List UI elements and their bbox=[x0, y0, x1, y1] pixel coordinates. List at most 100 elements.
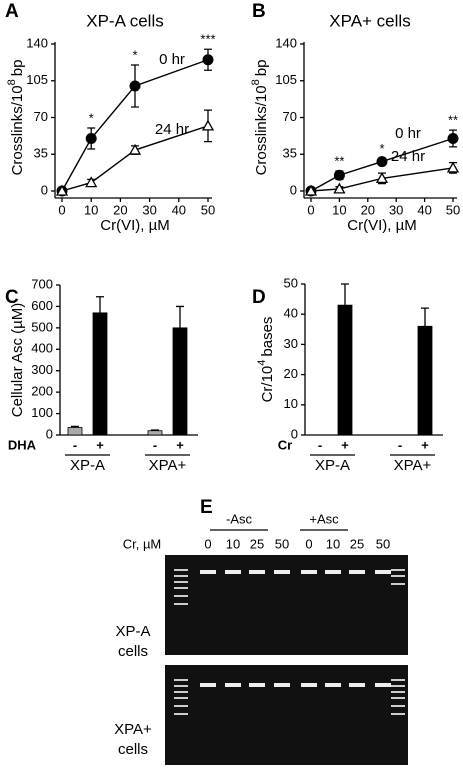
marker bbox=[375, 172, 389, 184]
series-label: 24 hr bbox=[391, 148, 425, 165]
ladder-band bbox=[174, 581, 188, 583]
y-tick-label: 20 bbox=[284, 366, 298, 381]
dose-label: Cr, µM bbox=[123, 536, 162, 551]
x-tick-label: 0 bbox=[307, 202, 314, 217]
series-label: 0 hr bbox=[395, 125, 421, 142]
row-label: cells bbox=[118, 643, 148, 660]
y-axis-label: Crosslinks/108 bp bbox=[250, 60, 270, 176]
marker bbox=[376, 156, 388, 168]
ladder-band bbox=[174, 595, 188, 597]
y-label-part: 8 bbox=[6, 79, 18, 85]
bar bbox=[92, 312, 108, 436]
y-label-part: Crosslinks/10 bbox=[253, 85, 270, 175]
ladder-band bbox=[391, 569, 405, 571]
dna-band bbox=[200, 570, 216, 574]
dna-band bbox=[325, 683, 341, 687]
ladder-band bbox=[391, 583, 405, 585]
x-tick-label: - bbox=[73, 437, 77, 452]
y-axis-label: Crosslinks/108 bp bbox=[6, 60, 26, 176]
y-label-part: Cellular Asc (µM) bbox=[9, 303, 26, 418]
dna-band bbox=[301, 570, 317, 574]
marker bbox=[333, 169, 345, 181]
marker bbox=[129, 80, 141, 92]
y-tick-label: 200 bbox=[31, 384, 53, 399]
marker bbox=[85, 176, 98, 188]
ladder-band bbox=[174, 705, 188, 707]
lane-label: 10 bbox=[226, 536, 240, 551]
series-line bbox=[61, 125, 209, 192]
ladder-band bbox=[174, 713, 188, 715]
bar bbox=[337, 304, 353, 436]
lane-label: 50 bbox=[376, 536, 390, 551]
condition-label: -Asc bbox=[226, 511, 253, 526]
ladder-band bbox=[174, 575, 188, 577]
row-label: cells bbox=[118, 741, 148, 758]
x-tick-label: 10 bbox=[84, 202, 98, 217]
ladder-band bbox=[174, 691, 188, 693]
ladder-band bbox=[174, 603, 188, 605]
x-tick-label: 30 bbox=[142, 202, 156, 217]
y-tick-label: 35 bbox=[283, 146, 297, 161]
ladder-band bbox=[174, 697, 188, 699]
dna-band bbox=[274, 570, 290, 574]
error-bar bbox=[176, 305, 184, 328]
y-label-part: bases bbox=[259, 317, 276, 357]
y-tick-label: 500 bbox=[31, 319, 53, 334]
y-label-part: Cr/10 bbox=[259, 366, 276, 403]
x-axis-label: Cr(VI), µM bbox=[347, 217, 416, 234]
lane-label: 25 bbox=[250, 536, 264, 551]
panel-title: XPA+ cells bbox=[329, 11, 410, 30]
ladder-band bbox=[391, 679, 405, 681]
x-tick-label: 50 bbox=[201, 202, 215, 217]
x-tick-label: + bbox=[176, 437, 184, 452]
y-label-part: Crosslinks/10 bbox=[9, 85, 26, 175]
lane-label: 25 bbox=[350, 536, 364, 551]
marker bbox=[447, 133, 459, 144]
dna-band bbox=[249, 683, 265, 687]
ladder-band bbox=[174, 569, 188, 571]
y-tick-label: 0 bbox=[291, 426, 298, 441]
group-label: XP-A bbox=[315, 457, 350, 474]
y-tick-label: 40 bbox=[284, 306, 298, 321]
series-line bbox=[310, 167, 454, 192]
y-tick-label: 70 bbox=[283, 109, 297, 124]
group-label: XPA+ bbox=[394, 457, 432, 474]
treatment-label: DHA bbox=[8, 437, 37, 452]
marker bbox=[55, 184, 69, 196]
dna-band bbox=[274, 683, 290, 687]
ladder-band bbox=[391, 713, 405, 715]
marker bbox=[333, 182, 346, 194]
y-tick-label: 100 bbox=[31, 405, 53, 420]
x-tick-label: 10 bbox=[332, 202, 346, 217]
y-label-part: bp bbox=[9, 60, 26, 77]
y-axis-label: Cr/104 bases bbox=[256, 317, 276, 403]
ladder-band bbox=[391, 697, 405, 699]
marker bbox=[304, 184, 318, 196]
y-tick-label: 400 bbox=[31, 341, 53, 356]
error-bar bbox=[341, 283, 349, 306]
y-label-part: bp bbox=[253, 60, 270, 77]
x-tick-label: 40 bbox=[417, 202, 431, 217]
y-tick-label: 0 bbox=[41, 182, 48, 197]
y-label-part: 8 bbox=[250, 79, 262, 85]
lane-label: 10 bbox=[326, 536, 340, 551]
y-tick-label: 140 bbox=[26, 35, 48, 50]
ladder-band bbox=[391, 691, 405, 693]
x-tick-label: - bbox=[153, 437, 157, 452]
x-axis-label: Cr(VI), µM bbox=[100, 217, 169, 234]
x-tick-label: 20 bbox=[361, 202, 375, 217]
dna-band bbox=[225, 570, 241, 574]
marker bbox=[446, 161, 460, 173]
ladder-band bbox=[391, 685, 405, 687]
marker bbox=[128, 143, 142, 155]
y-tick-label: 0 bbox=[46, 426, 53, 441]
panel-title: XP-A cells bbox=[86, 11, 163, 30]
x-tick-label: 50 bbox=[446, 202, 460, 217]
x-tick-label: + bbox=[96, 437, 104, 452]
series-label: 24 hr bbox=[155, 121, 189, 138]
marker bbox=[202, 54, 214, 66]
x-tick-label: 20 bbox=[113, 202, 127, 217]
significance: ** bbox=[334, 153, 344, 168]
lane-label: 50 bbox=[275, 536, 289, 551]
x-tick-label: + bbox=[421, 437, 429, 452]
